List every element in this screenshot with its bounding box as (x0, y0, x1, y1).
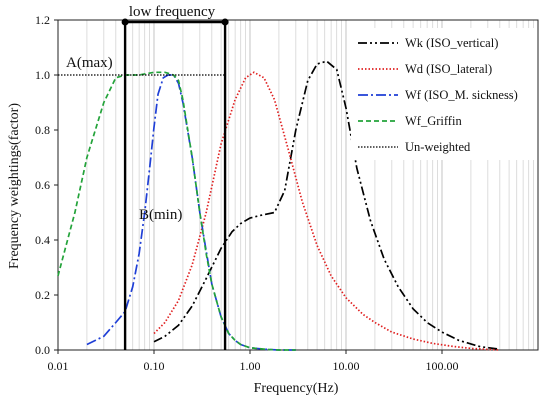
series-wd-iso-lateral-line (153, 71, 500, 351)
b-min-label: B(min) (139, 207, 182, 223)
legend: Wk (ISO_vertical) Wd (ISO_lateral) Wf (ISO… (351, 28, 537, 160)
x-tick-label: 10.00 (333, 359, 360, 373)
x-tick-label: 1.00 (240, 359, 261, 373)
legend-label-wf-griffin: Wf_Griffin (405, 114, 462, 128)
low-frequency-lower-bound-dot (121, 18, 129, 26)
legend-box (351, 28, 537, 160)
y-axis-ticks: 0.0 0.2 0.4 0.6 0.8 1.0 1.2 (35, 13, 58, 357)
x-tick-label: 0.10 (144, 359, 165, 373)
y-tick-label: 0.0 (35, 343, 50, 357)
series-wk-iso-vertical-line (153, 60, 500, 351)
y-tick-label: 1.2 (35, 13, 50, 27)
x-axis-ticks: 0.01 0.10 1.00 10.00 100.00 (48, 350, 459, 373)
y-tick-label: 1.0 (35, 68, 50, 82)
annotations: low frequency A(max) B(min) (66, 4, 229, 350)
low-frequency-upper-bound-dot (221, 18, 229, 26)
x-axis-title: Frequency(Hz) (254, 381, 339, 396)
legend-label-un-weighted: Un-weighted (405, 140, 471, 154)
y-tick-label: 0.8 (35, 123, 50, 137)
series-wf-griffin-line (57, 71, 296, 351)
legend-label-wf-iso-m-sickness: Wf (ISO_M. sickness) (405, 88, 518, 102)
y-tick-label: 0.6 (35, 178, 50, 192)
series-wf-iso-m-sickness-line (86, 74, 296, 351)
y-axis-title: Frequency weightings(factor) (7, 103, 22, 269)
a-max-label: A(max) (66, 55, 113, 71)
y-tick-label: 0.4 (35, 233, 50, 247)
x-tick-label: 100.00 (426, 359, 459, 373)
series-layer (57, 60, 500, 351)
x-tick-label: 0.01 (48, 359, 69, 373)
y-tick-label: 0.2 (35, 288, 50, 302)
low-frequency-label: low frequency (129, 4, 216, 20)
legend-label-wk-iso-vertical: Wk (ISO_vertical) (405, 36, 498, 50)
legend-label-wd-iso-lateral: Wd (ISO_lateral) (405, 62, 492, 76)
